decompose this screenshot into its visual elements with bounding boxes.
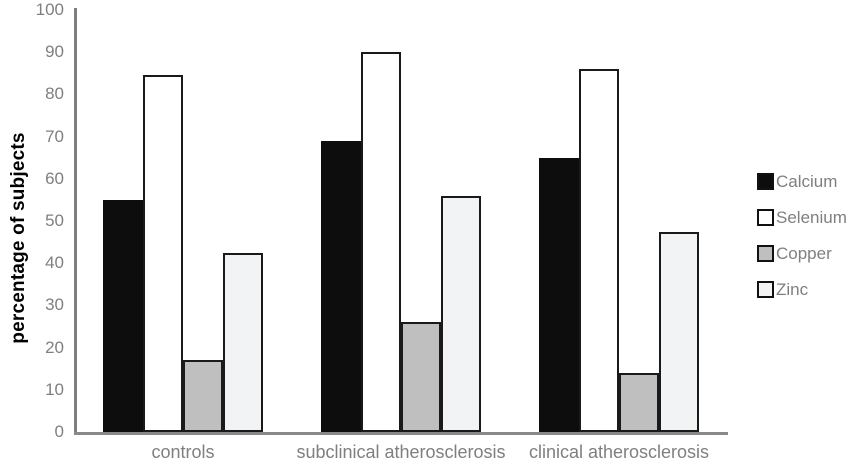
- y-tick-label-100: 100: [35, 0, 64, 19]
- legend-label-calcium: Calcium: [776, 172, 838, 191]
- y-tick-label-0: 0: [54, 422, 64, 441]
- bar-calcium-controls: [103, 200, 143, 432]
- y-tick-label-10: 10: [45, 379, 64, 399]
- bar-selenium-subclinical: [361, 52, 401, 432]
- bar-copper-subclinical: [401, 322, 441, 432]
- legend-item-copper: Copper: [757, 245, 847, 262]
- bar-selenium-clinical: [579, 69, 619, 432]
- legend-label-copper: Copper: [776, 244, 832, 263]
- y-tick-label-80: 80: [45, 84, 64, 104]
- bar-copper-clinical: [619, 373, 659, 432]
- legend-swatch-icon-selenium: [757, 209, 774, 226]
- legend-swatch-icon-zinc: [757, 281, 774, 298]
- legend-item-selenium: Selenium: [757, 209, 847, 226]
- bar-selenium-controls: [143, 75, 183, 432]
- legend-swatch-icon-copper: [757, 245, 774, 262]
- y-tick-label-20: 20: [45, 337, 64, 357]
- y-axis-line: [74, 8, 77, 435]
- y-tick-label-70: 70: [45, 126, 64, 146]
- bar-copper-controls: [183, 360, 223, 432]
- x-axis-line: [74, 432, 728, 435]
- legend-label-selenium: Selenium: [776, 208, 847, 227]
- y-axis-title: percentage of subjects: [8, 132, 29, 344]
- y-tick-label-60: 60: [45, 168, 64, 188]
- legend-label-zinc: Zinc: [776, 280, 809, 299]
- bar-zinc-subclinical: [441, 196, 481, 432]
- legend-item-zinc: Zinc: [757, 281, 847, 298]
- x-axis-label-clinical: clinical atherosclerosis: [528, 442, 710, 462]
- bar-zinc-controls: [223, 253, 263, 432]
- y-tick-label-40: 40: [45, 253, 64, 273]
- legend-swatch-icon-calcium: [757, 173, 774, 190]
- legend-item-calcium: Calcium: [757, 173, 847, 190]
- x-axis-label-controls: controls: [151, 442, 215, 462]
- y-tick-label-50: 50: [45, 211, 64, 230]
- bar-calcium-clinical: [539, 158, 579, 432]
- bar-zinc-clinical: [659, 232, 699, 432]
- y-tick-label-30: 30: [45, 295, 64, 315]
- x-axis-label-subclinical: subclinical atherosclerosis: [296, 442, 506, 462]
- y-tick-label-90: 90: [45, 42, 64, 62]
- bar-calcium-subclinical: [321, 141, 361, 432]
- legend: Calcium Selenium Copper Zinc: [757, 173, 847, 298]
- plot-area: [77, 10, 728, 432]
